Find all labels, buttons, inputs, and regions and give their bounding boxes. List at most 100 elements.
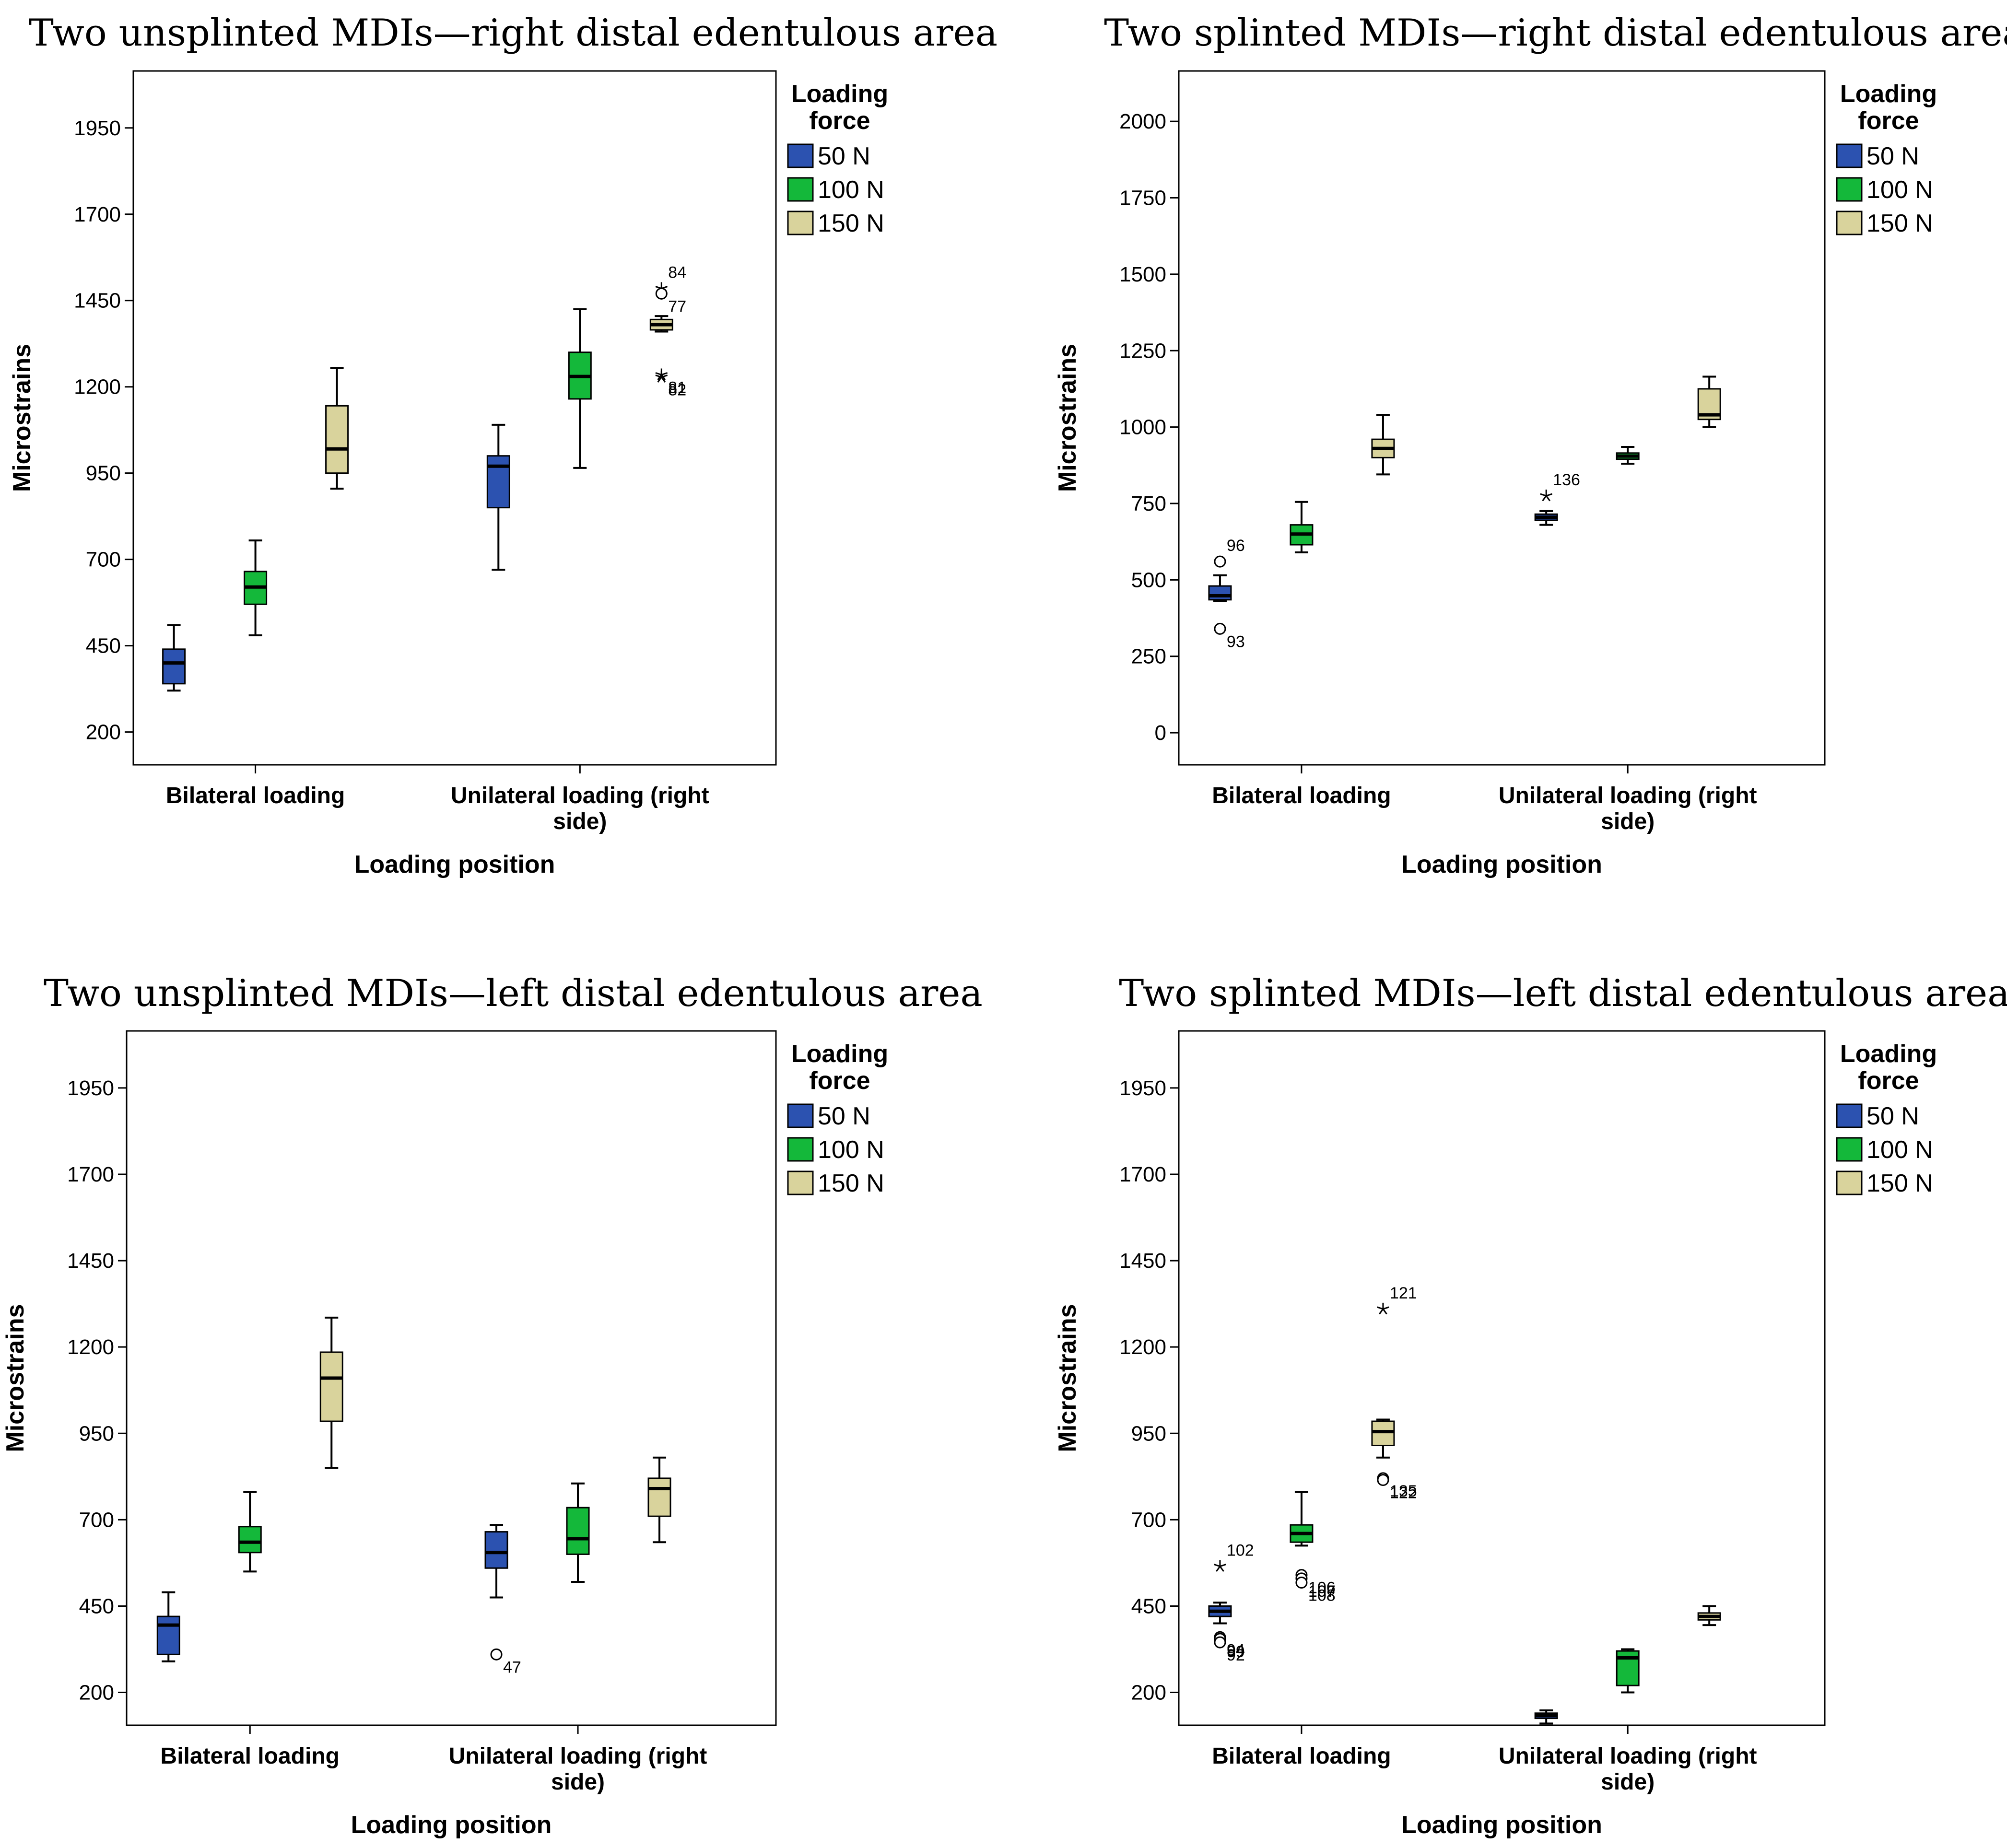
y-tick-label: 1250 (1119, 339, 1166, 363)
iqr-box (486, 455, 510, 509)
y-tick-label: 200 (1131, 1681, 1166, 1705)
x-category-label: Bilateral loading (161, 1743, 340, 1769)
iqr-box (1371, 1420, 1395, 1446)
box-150N-cat2 (647, 1456, 671, 1544)
legend-swatch-50N (1836, 1103, 1863, 1128)
x-category-label: side) (1601, 809, 1655, 834)
outlier-label: 92 (1227, 1646, 1245, 1664)
box-150N-cat1 (1371, 414, 1395, 476)
legend-swatch-100N (787, 1137, 814, 1162)
legend-swatch-100N (1836, 177, 1863, 202)
legend-label: 150 N (1866, 1170, 1933, 1197)
outlier-label: 82 (668, 381, 686, 399)
legend-label: 100 N (1866, 1136, 1933, 1164)
legend-label: 150 N (818, 1170, 884, 1197)
legend-title: force (1858, 1067, 1919, 1095)
y-tick-label: 1700 (1119, 1163, 1166, 1186)
legend-swatch-50N (787, 143, 814, 168)
y-tick-label: 450 (86, 634, 121, 658)
box-50N-cat1 (162, 624, 186, 692)
box-50N-cat2: 47 (484, 1524, 521, 1676)
box-50N-cat1: 96 93 (1208, 537, 1245, 651)
outlier-circle (1295, 1576, 1308, 1589)
legend-label: 100 N (818, 1136, 884, 1164)
iqr-box (1208, 585, 1232, 601)
y-tick-label: 1200 (67, 1335, 114, 1359)
chart-panel-2: Two splinted MDIs—right distal edentulou… (1054, 12, 2007, 878)
box-100N-cat2 (566, 1482, 590, 1583)
outlier-label: 136 (1553, 471, 1580, 489)
legend-swatch-150N (1836, 1170, 1863, 1195)
y-tick-label: 200 (86, 721, 121, 744)
legend-title: force (809, 1067, 870, 1095)
y-tick-label: 200 (79, 1681, 114, 1705)
outlier-label: 135 (1390, 1482, 1417, 1500)
outlier-label: 102 (1227, 1542, 1254, 1560)
x-category-label: Bilateral loading (1212, 1743, 1391, 1769)
box-100N-cat2 (568, 308, 592, 469)
y-tick-label: 950 (86, 462, 121, 485)
outlier-label: 81 (668, 379, 686, 397)
x-category-label: Unilateral loading (right (1499, 1743, 1757, 1769)
outlier-label: 108 (1308, 1586, 1336, 1604)
y-axis-title: Microstrains (1, 1304, 29, 1452)
legend-swatch-150N (787, 211, 814, 235)
x-category-label: side) (553, 809, 607, 834)
outlier-circle (655, 287, 668, 300)
outlier-label: 77 (668, 297, 686, 316)
outlier-label: 106 (1308, 1579, 1336, 1597)
legend-swatch-100N (1836, 1137, 1863, 1162)
y-tick-label: 2000 (1119, 110, 1166, 133)
iqr-box (319, 1351, 343, 1422)
y-axis-title: Microstrains (8, 344, 36, 492)
iqr-box (325, 405, 349, 474)
outlier-circle (1214, 622, 1226, 635)
x-category-label: Unilateral loading (right (449, 1743, 707, 1769)
y-tick-label: 1450 (1119, 1249, 1166, 1273)
outlier-label: 122 (1390, 1484, 1417, 1502)
legend-label: 50 N (1866, 142, 1919, 170)
iqr-box (1616, 1650, 1640, 1686)
box-50N-cat2: 136 (1534, 471, 1580, 526)
outlier-label: 94 (1227, 1641, 1245, 1659)
y-tick-label: 450 (1131, 1594, 1166, 1618)
legend-title: Loading (1840, 80, 1937, 108)
chart-panel-4: Two splinted MDIs—left distal edentulous… (1054, 972, 2007, 1839)
outlier-label: 99 (1227, 1643, 1245, 1661)
outlier-label: 121 (1390, 1284, 1417, 1302)
y-tick-label: 700 (86, 548, 121, 572)
x-axis-title: Loading position (1401, 1811, 1602, 1839)
x-axis-title: Loading position (351, 1811, 552, 1839)
y-axis-title: Microstrains (1054, 344, 1081, 492)
x-category-label: Bilateral loading (166, 783, 345, 808)
legend-title: Loading (791, 1040, 888, 1068)
outlier-circle (1214, 1636, 1226, 1649)
x-category-label: Unilateral loading (right (451, 783, 709, 808)
box-100N-cat1 (244, 539, 268, 637)
chart-panel-3: Two unsplinted MDIs—left distal edentulo… (1, 972, 983, 1839)
legend-label: 100 N (818, 176, 884, 204)
legend-swatch-150N (1836, 211, 1863, 235)
chart-title: Two unsplinted MDIs—right distal edentul… (29, 12, 998, 55)
outlier-label: 96 (1227, 537, 1245, 555)
box-50N-cat1 (156, 1591, 180, 1662)
box-150N-cat1 (325, 367, 349, 490)
chart-title: Two splinted MDIs—left distal edentulous… (1119, 972, 2007, 1015)
legend-label: 150 N (818, 210, 884, 237)
y-tick-label: 750 (1131, 492, 1166, 515)
y-tick-label: 250 (1131, 645, 1166, 668)
y-tick-label: 1450 (67, 1249, 114, 1273)
outlier-label: 47 (503, 1658, 521, 1676)
legend-title: force (809, 107, 870, 135)
box-150N-cat2 (1697, 375, 1721, 428)
iqr-box (156, 1615, 180, 1655)
y-tick-label: 1700 (74, 203, 121, 226)
outlier-label: 84 (668, 264, 686, 282)
plot-frame (132, 70, 777, 766)
outlier-circle (1377, 1474, 1389, 1486)
x-category-label: side) (551, 1769, 605, 1795)
chart-panel-1: Two unsplinted MDIs—right distal edentul… (8, 12, 998, 878)
plot-frame (1178, 1030, 1826, 1726)
y-tick-label: 1450 (74, 289, 121, 313)
